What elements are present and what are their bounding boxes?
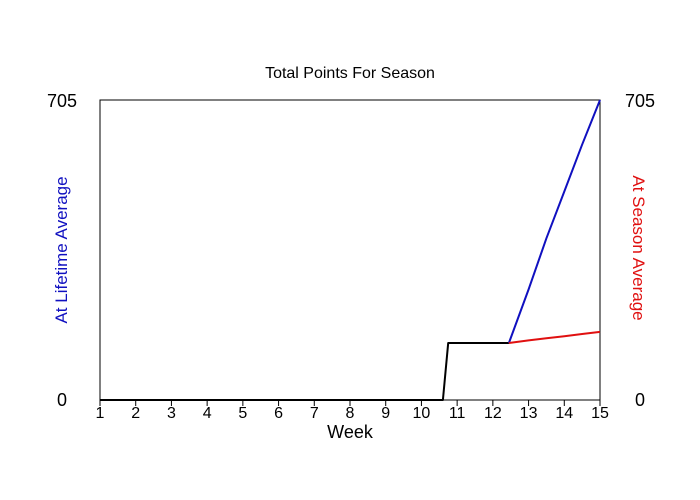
y-left-min-label: 0	[57, 390, 67, 410]
y-right-min-label: 0	[635, 390, 645, 410]
x-tick-label: 14	[555, 405, 573, 422]
x-tick-label: 12	[484, 405, 502, 422]
y-right-axis-label: At Season Average	[629, 175, 648, 320]
x-tick-label: 6	[274, 405, 283, 422]
x-tick-label: 9	[381, 405, 390, 422]
x-tick-label: 2	[131, 405, 140, 422]
x-tick-label: 15	[591, 405, 609, 422]
x-tick-label: 11	[449, 405, 466, 422]
y-right-max-label: 705	[625, 91, 655, 111]
x-tick-label: 10	[413, 405, 431, 422]
actual-series-line	[100, 342, 509, 401]
lifetime-series-line	[507, 99, 601, 344]
x-tick-label: 4	[203, 405, 212, 422]
x-axis-ticks: 1 2 3 4 5 6 7 8 9 10 11 12 13 14 15	[96, 400, 609, 422]
x-tick-label: 8	[346, 405, 355, 422]
x-tick-label: 13	[520, 405, 538, 422]
x-axis-label: Week	[327, 422, 374, 442]
series-layer	[100, 99, 601, 401]
x-tick-label: 1	[96, 405, 105, 422]
x-tick-label: 5	[238, 405, 247, 422]
season-series-line	[508, 330, 601, 344]
y-left-max-label: 705	[47, 91, 77, 111]
plot-area	[99, 99, 601, 401]
x-tick-label: 3	[167, 405, 176, 422]
y-left-axis-label: At Lifetime Average	[52, 176, 71, 323]
chart-title: Total Points For Season	[265, 65, 435, 82]
x-tick-label: 7	[310, 405, 319, 422]
